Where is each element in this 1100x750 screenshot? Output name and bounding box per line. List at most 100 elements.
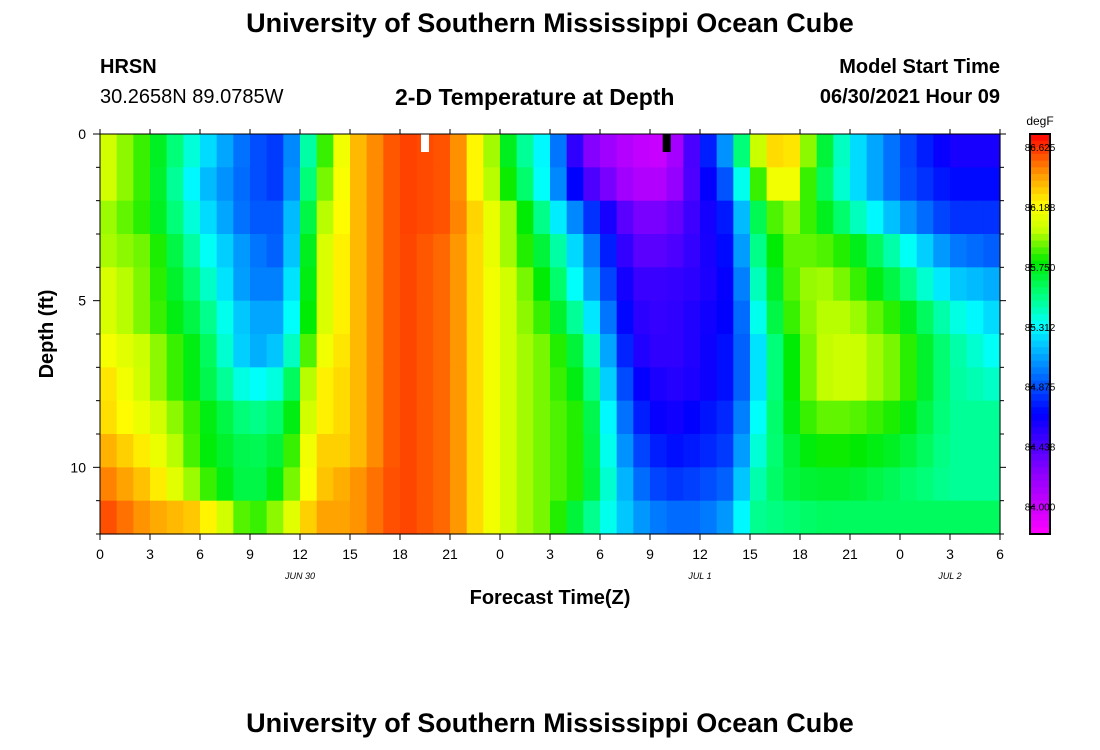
heatmap-cell [333, 467, 351, 502]
heatmap-cell [316, 434, 334, 468]
heatmap-cell [283, 167, 301, 202]
heatmap-cell [466, 267, 484, 302]
heatmap-cell [783, 134, 801, 168]
heatmap-cell [733, 200, 751, 235]
heatmap-cell [850, 300, 868, 335]
heatmap-cell [383, 500, 401, 535]
heatmap-cell [800, 467, 818, 502]
heatmap-cell [733, 234, 751, 268]
heatmap-cell [450, 467, 468, 502]
heatmap-cell [683, 267, 701, 302]
heatmap-cell [683, 400, 701, 435]
heatmap-cell [950, 234, 968, 268]
heatmap-cell [100, 234, 118, 268]
heatmap-cell [683, 434, 701, 468]
heatmap-cell [716, 467, 734, 502]
heatmap-cell [833, 434, 851, 468]
heatmap-cell [800, 200, 818, 235]
heatmap-cell [316, 200, 334, 235]
heatmap-cell [350, 367, 368, 402]
heatmap-cell [316, 300, 334, 335]
heatmap-cell [116, 434, 134, 468]
colorbar-swatch [1030, 187, 1050, 195]
heatmap-cell [533, 367, 551, 402]
heatmap-cell [800, 367, 818, 402]
heatmap-cell [633, 334, 651, 368]
heatmap-cell [383, 300, 401, 335]
heatmap-cell [850, 400, 868, 435]
heatmap-cell [966, 134, 984, 168]
heatmap-cell [300, 400, 318, 435]
heatmap-cell [350, 300, 368, 335]
x-tick-label: 21 [842, 546, 858, 562]
heatmap-cell [850, 134, 868, 168]
x-axis-label: Forecast Time(Z) [470, 587, 631, 609]
heatmap-cell [233, 367, 251, 402]
heatmap-cell [400, 134, 418, 168]
heatmap-cell [900, 300, 918, 335]
heatmap-cell [900, 334, 918, 368]
heatmap-cell [966, 167, 984, 202]
heatmap-cell [683, 467, 701, 502]
heatmap-cell [283, 300, 301, 335]
heatmap-cell [516, 467, 534, 502]
heatmap-cell [433, 234, 451, 268]
heatmap-cell [250, 200, 268, 235]
heatmap-cell [733, 167, 751, 202]
heatmap-cell [250, 367, 268, 402]
heatmap-cell [816, 134, 834, 168]
heatmap-cell [600, 267, 618, 302]
colorbar-swatch [1030, 454, 1050, 462]
heatmap-cell [383, 334, 401, 368]
heatmap-cell [883, 234, 901, 268]
heatmap-cell [700, 434, 718, 468]
colorbar-swatch [1030, 394, 1050, 402]
heatmap-cell [300, 367, 318, 402]
heatmap-cell [666, 467, 684, 502]
heatmap-cell [716, 300, 734, 335]
heatmap-cell [883, 334, 901, 368]
heatmap-cell [466, 300, 484, 335]
heatmap-cell [433, 467, 451, 502]
heatmap-cell [666, 434, 684, 468]
heatmap-cell [633, 434, 651, 468]
heatmap-cell [466, 200, 484, 235]
heatmap-cell [566, 167, 584, 202]
heatmap-cell [416, 434, 434, 468]
heatmap-cell [750, 367, 768, 402]
heatmap-cell [433, 367, 451, 402]
colorbar-swatch [1030, 134, 1050, 142]
heatmap-cell [816, 367, 834, 402]
heatmap-cell [633, 300, 651, 335]
heatmap-cell [383, 234, 401, 268]
heatmap-cell [116, 467, 134, 502]
heatmap-cell [800, 434, 818, 468]
heatmap-cell [466, 367, 484, 402]
heatmap-cell [950, 367, 968, 402]
heatmap-cell [816, 467, 834, 502]
heatmap-cell [366, 500, 384, 535]
heatmap-cell [250, 334, 268, 368]
heatmap-cell [383, 467, 401, 502]
colorbar-swatch [1030, 227, 1050, 235]
heatmap-cell [200, 467, 218, 502]
heatmap-cell [666, 167, 684, 202]
heatmap-cell [800, 400, 818, 435]
heatmap-cell [400, 434, 418, 468]
heatmap-cell [233, 300, 251, 335]
heatmap-cell [333, 334, 351, 368]
colorbar-tick-label: 84.875 [1025, 383, 1056, 394]
heatmap-cell [450, 434, 468, 468]
heatmap-cell [816, 334, 834, 368]
heatmap-cell [616, 500, 634, 535]
heatmap-cell [666, 367, 684, 402]
heatmap-cell [566, 334, 584, 368]
heatmap-cell [550, 500, 568, 535]
heatmap-cell [333, 400, 351, 435]
x-tick-label: 9 [246, 546, 254, 562]
heatmap-cell [366, 400, 384, 435]
heatmap-cell [116, 267, 134, 302]
heatmap-cell [100, 500, 118, 535]
y-tick-label: 10 [70, 459, 86, 475]
heatmap-cell [500, 334, 518, 368]
